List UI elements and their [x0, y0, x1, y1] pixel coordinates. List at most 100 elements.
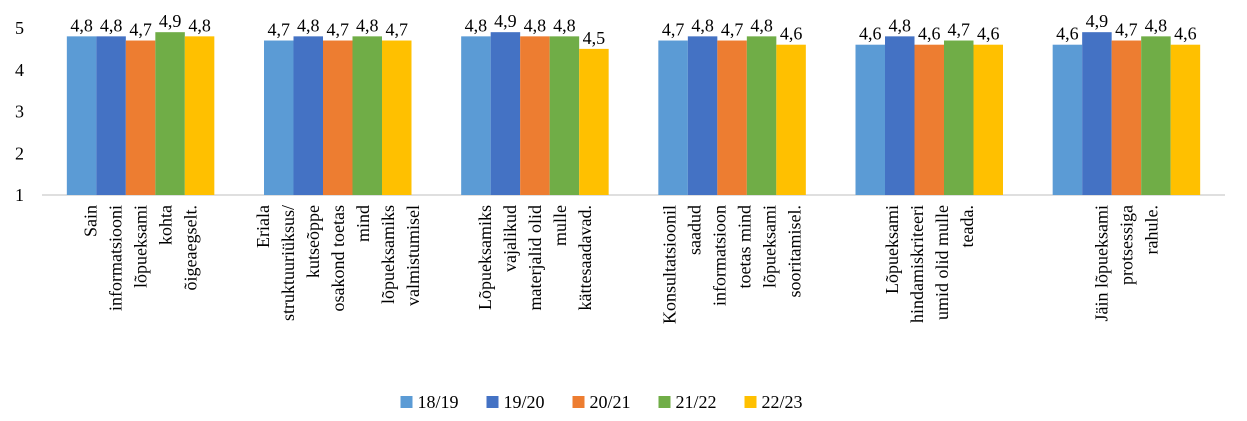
category-label: valmistumisel	[403, 205, 423, 306]
bar	[944, 40, 974, 196]
bar	[855, 44, 885, 196]
data-label: 4,8	[750, 15, 773, 35]
category-label: umid olid mulle	[932, 205, 952, 320]
data-label: 4,7	[129, 20, 152, 40]
category-label: Sain	[81, 205, 101, 237]
category-label: rahule.	[1141, 205, 1161, 254]
category-label: lõpueksami	[760, 205, 780, 288]
data-label: 4,9	[1086, 11, 1109, 31]
category-label: kohta	[156, 205, 176, 245]
data-label: 4,8	[356, 15, 379, 35]
data-label: 4,8	[553, 15, 576, 35]
bar	[914, 44, 944, 196]
bar	[973, 44, 1003, 196]
data-label: 4,8	[188, 15, 211, 35]
category-label: sooritamisel.	[785, 205, 805, 298]
data-label: 4,8	[100, 15, 123, 35]
data-label: 4,9	[159, 11, 182, 31]
bar	[885, 36, 915, 195]
bar	[776, 44, 806, 196]
legend-swatch	[744, 396, 757, 408]
data-label: 4,7	[662, 20, 685, 40]
y-tick-label: 2	[15, 143, 24, 163]
data-label: 4,8	[297, 15, 320, 35]
data-label: 4,6	[1056, 24, 1079, 44]
category-label: Konsultatsioonil	[660, 205, 680, 324]
category-label: protsessiga	[1116, 205, 1136, 285]
data-label: 4,7	[268, 20, 291, 40]
bar	[549, 36, 580, 195]
bar	[1170, 44, 1201, 196]
bar	[382, 40, 412, 196]
category-label: struktuuriüksus/	[278, 205, 298, 321]
category-label: mulle	[550, 205, 570, 246]
data-label: 4,6	[780, 24, 803, 44]
bar	[1082, 32, 1112, 195]
data-label: 4,8	[1145, 15, 1168, 35]
bar	[323, 40, 353, 196]
category-label: Lõpueksamiks	[475, 205, 495, 310]
data-label: 4,8	[524, 15, 547, 35]
category-label: Eriala	[253, 205, 273, 248]
data-label: 4,7	[721, 20, 744, 40]
category-label: saadud	[685, 205, 705, 255]
bar	[1111, 40, 1142, 196]
bar	[717, 40, 747, 196]
legend-label: 18/19	[418, 392, 459, 412]
category-label: lõpueksami	[131, 205, 151, 288]
category-label: osakond toetas	[328, 205, 348, 311]
bar	[1052, 44, 1083, 196]
data-label: 4,9	[494, 11, 517, 31]
data-label: 4,6	[1174, 24, 1197, 44]
legend-label: 20/21	[590, 392, 631, 412]
category-label: õigeaegselt.	[181, 205, 201, 290]
bar	[461, 36, 491, 195]
data-label: 4,8	[889, 15, 912, 35]
bar	[490, 32, 521, 195]
category-label: toetas mind	[735, 205, 755, 289]
bar	[352, 36, 382, 195]
data-label: 4,8	[465, 15, 488, 35]
bar	[520, 36, 550, 195]
category-label: mind	[353, 205, 373, 242]
legend-swatch	[658, 396, 671, 408]
category-label: Jäin lõpueksami	[1091, 205, 1111, 321]
legend-label: 21/22	[676, 392, 717, 412]
category-label: hindamiskriteeri	[907, 205, 927, 323]
data-label: 4,7	[948, 20, 971, 40]
legend-swatch	[400, 396, 413, 408]
data-label: 4,7	[1115, 20, 1138, 40]
bar	[293, 36, 323, 195]
category-label: informatsiooni	[106, 205, 126, 311]
legend-swatch	[486, 396, 499, 408]
bar	[155, 32, 185, 195]
legend-label: 22/23	[762, 392, 803, 412]
legend-label: 19/20	[504, 392, 545, 412]
bar	[184, 36, 215, 195]
y-tick-label: 1	[15, 185, 24, 205]
bar	[746, 36, 777, 195]
bar	[96, 36, 126, 195]
bar	[658, 40, 688, 196]
category-label: kättesaadavad.	[575, 205, 595, 310]
data-label: 4,6	[918, 24, 941, 44]
data-label: 4,5	[583, 28, 606, 48]
category-label: kutseõppe	[303, 205, 323, 278]
bar	[687, 36, 718, 195]
data-label: 4,7	[386, 20, 409, 40]
y-tick-label: 4	[15, 60, 24, 80]
y-tick-label: 5	[15, 18, 24, 38]
bar	[264, 40, 294, 196]
category-label: Lõpueksami	[882, 205, 902, 294]
data-label: 4,8	[70, 15, 93, 35]
bar	[579, 48, 609, 195]
data-label: 4,7	[327, 20, 350, 40]
category-label: materjalid olid	[525, 205, 545, 310]
category-label: vajalikud	[500, 205, 520, 272]
bar	[1141, 36, 1171, 195]
data-label: 4,6	[859, 24, 882, 44]
data-label: 4,8	[691, 15, 714, 35]
bar	[125, 40, 156, 196]
